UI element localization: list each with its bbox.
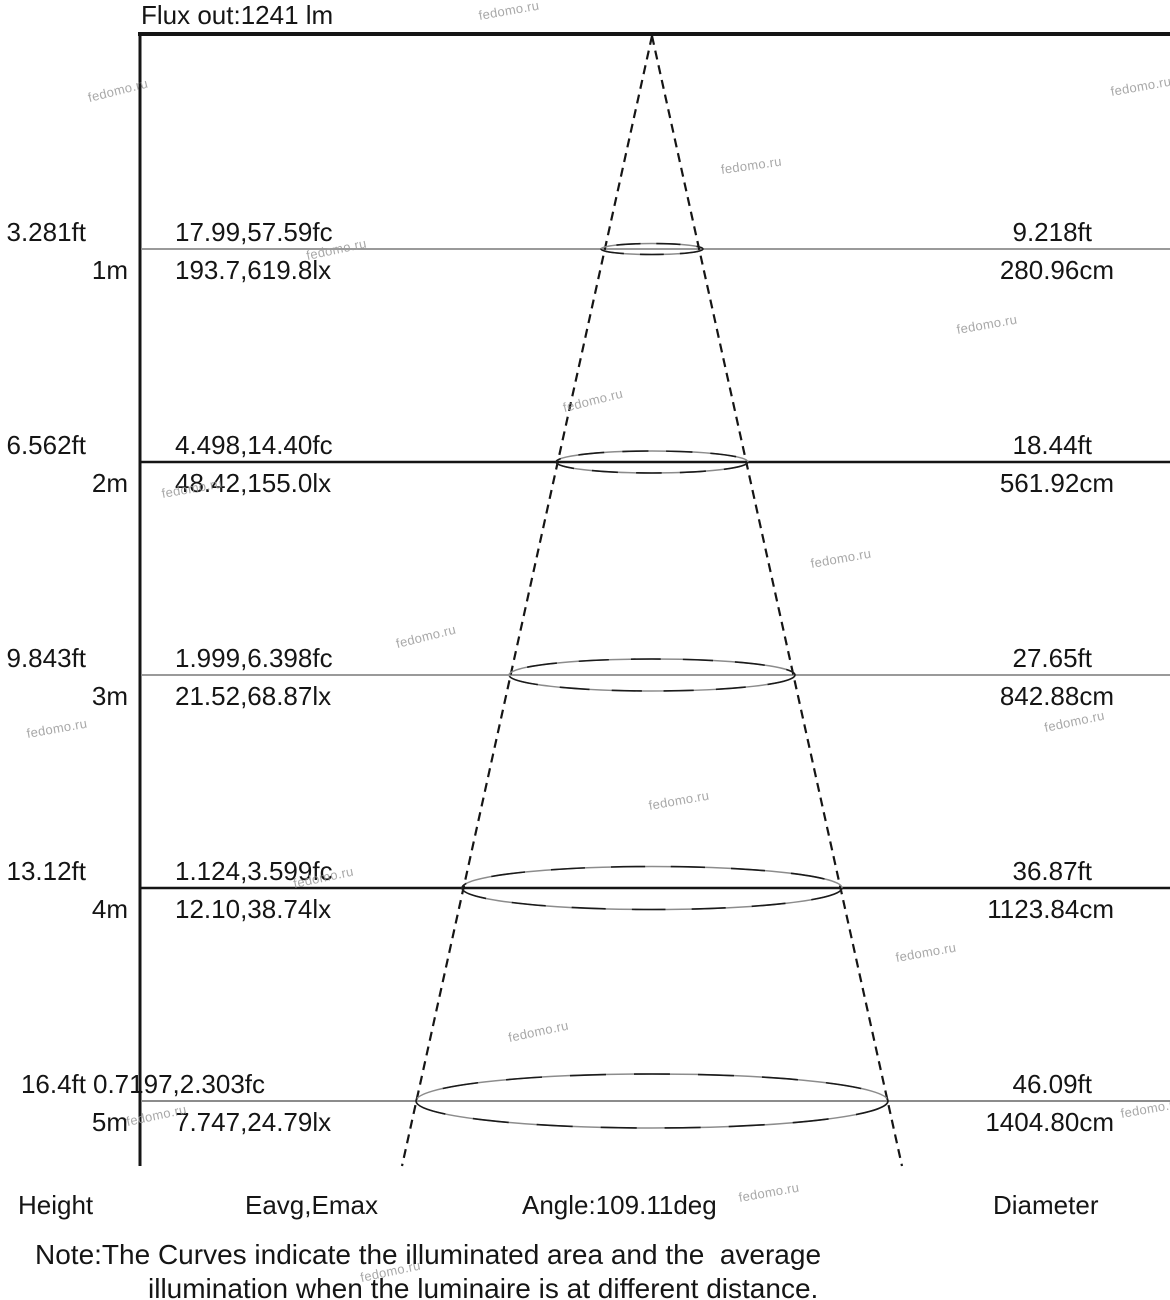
eavg-emax-fc-1m: 17.99,57.59fc	[175, 217, 333, 247]
height-ft-1m: 3.281ft	[6, 217, 86, 247]
diameter-cm-1m: 280.96cm	[999, 255, 1114, 285]
diameter-cm-2m: 561.92cm	[999, 468, 1114, 498]
spread-ellipse-5m	[415, 1073, 889, 1129]
note-line-1: Note:The Curves indicate the illuminated…	[35, 1239, 822, 1270]
note-line-2: illumination when the luminaire is at di…	[148, 1273, 819, 1300]
diameter-ft-2m: 18.44ft	[1012, 430, 1092, 460]
beam-cone-left-edge	[400, 35, 654, 1167]
flux-out-title: Flux out:1241 lm	[141, 0, 334, 30]
diameter-cm-3m: 842.88cm	[999, 681, 1114, 711]
beam-cone-right-edge	[650, 35, 904, 1167]
height-column-label: Height	[18, 1190, 94, 1220]
eavg-emax-lx-2m: 48.42,155.0lx	[175, 468, 332, 498]
eavg-emax-lx-1m: 193.7,619.8lx	[175, 255, 332, 285]
spread-ellipse-3m	[508, 658, 796, 692]
height-m-4m: 4m	[91, 894, 128, 924]
eavg-emax-lx-3m: 21.52,68.87lx	[175, 681, 332, 711]
diameter-column-label: Diameter	[993, 1190, 1099, 1220]
height-ft-2m: 6.562ft	[6, 430, 86, 460]
eavg-emax-lx-5m: 7.747,24.79lx	[175, 1107, 332, 1137]
diameter-ft-5m: 46.09ft	[1012, 1069, 1092, 1099]
eavg-emax-fc-3m: 1.999,6.398fc	[175, 643, 333, 673]
spread-ellipse-4m	[461, 865, 843, 911]
height-ft-4m: 13.12ft	[6, 856, 86, 886]
eavg-emax-fc-2m: 4.498,14.40fc	[175, 430, 333, 460]
eavg-emax-lx-4m: 12.10,38.74lx	[175, 894, 332, 924]
spread-ellipse-2m	[555, 450, 749, 474]
height-m-2m: 2m	[91, 468, 128, 498]
eavg-emax-fc-4m: 1.124,3.599fc	[175, 856, 333, 886]
beam-angle-label: Angle:109.11deg	[522, 1190, 717, 1220]
diameter-cm-4m: 1123.84cm	[987, 894, 1114, 924]
diameter-cm-5m: 1404.80cm	[985, 1107, 1114, 1137]
spread-ellipse-1m	[600, 242, 704, 256]
eavg-emax-fc-5m: 0.7197,2.303fc	[93, 1069, 266, 1099]
height-m-3m: 3m	[91, 681, 128, 711]
height-m-1m: 1m	[91, 255, 128, 285]
diameter-ft-4m: 36.87ft	[1012, 856, 1092, 886]
diameter-ft-1m: 9.218ft	[1012, 217, 1092, 247]
height-ft-3m: 9.843ft	[6, 643, 86, 673]
diameter-ft-3m: 27.65ft	[1012, 643, 1092, 673]
height-m-5m: 5m	[91, 1107, 128, 1137]
height-ft-5m: 16.4ft	[20, 1069, 86, 1099]
eavg-emax-column-label: Eavg,Emax	[245, 1190, 378, 1220]
